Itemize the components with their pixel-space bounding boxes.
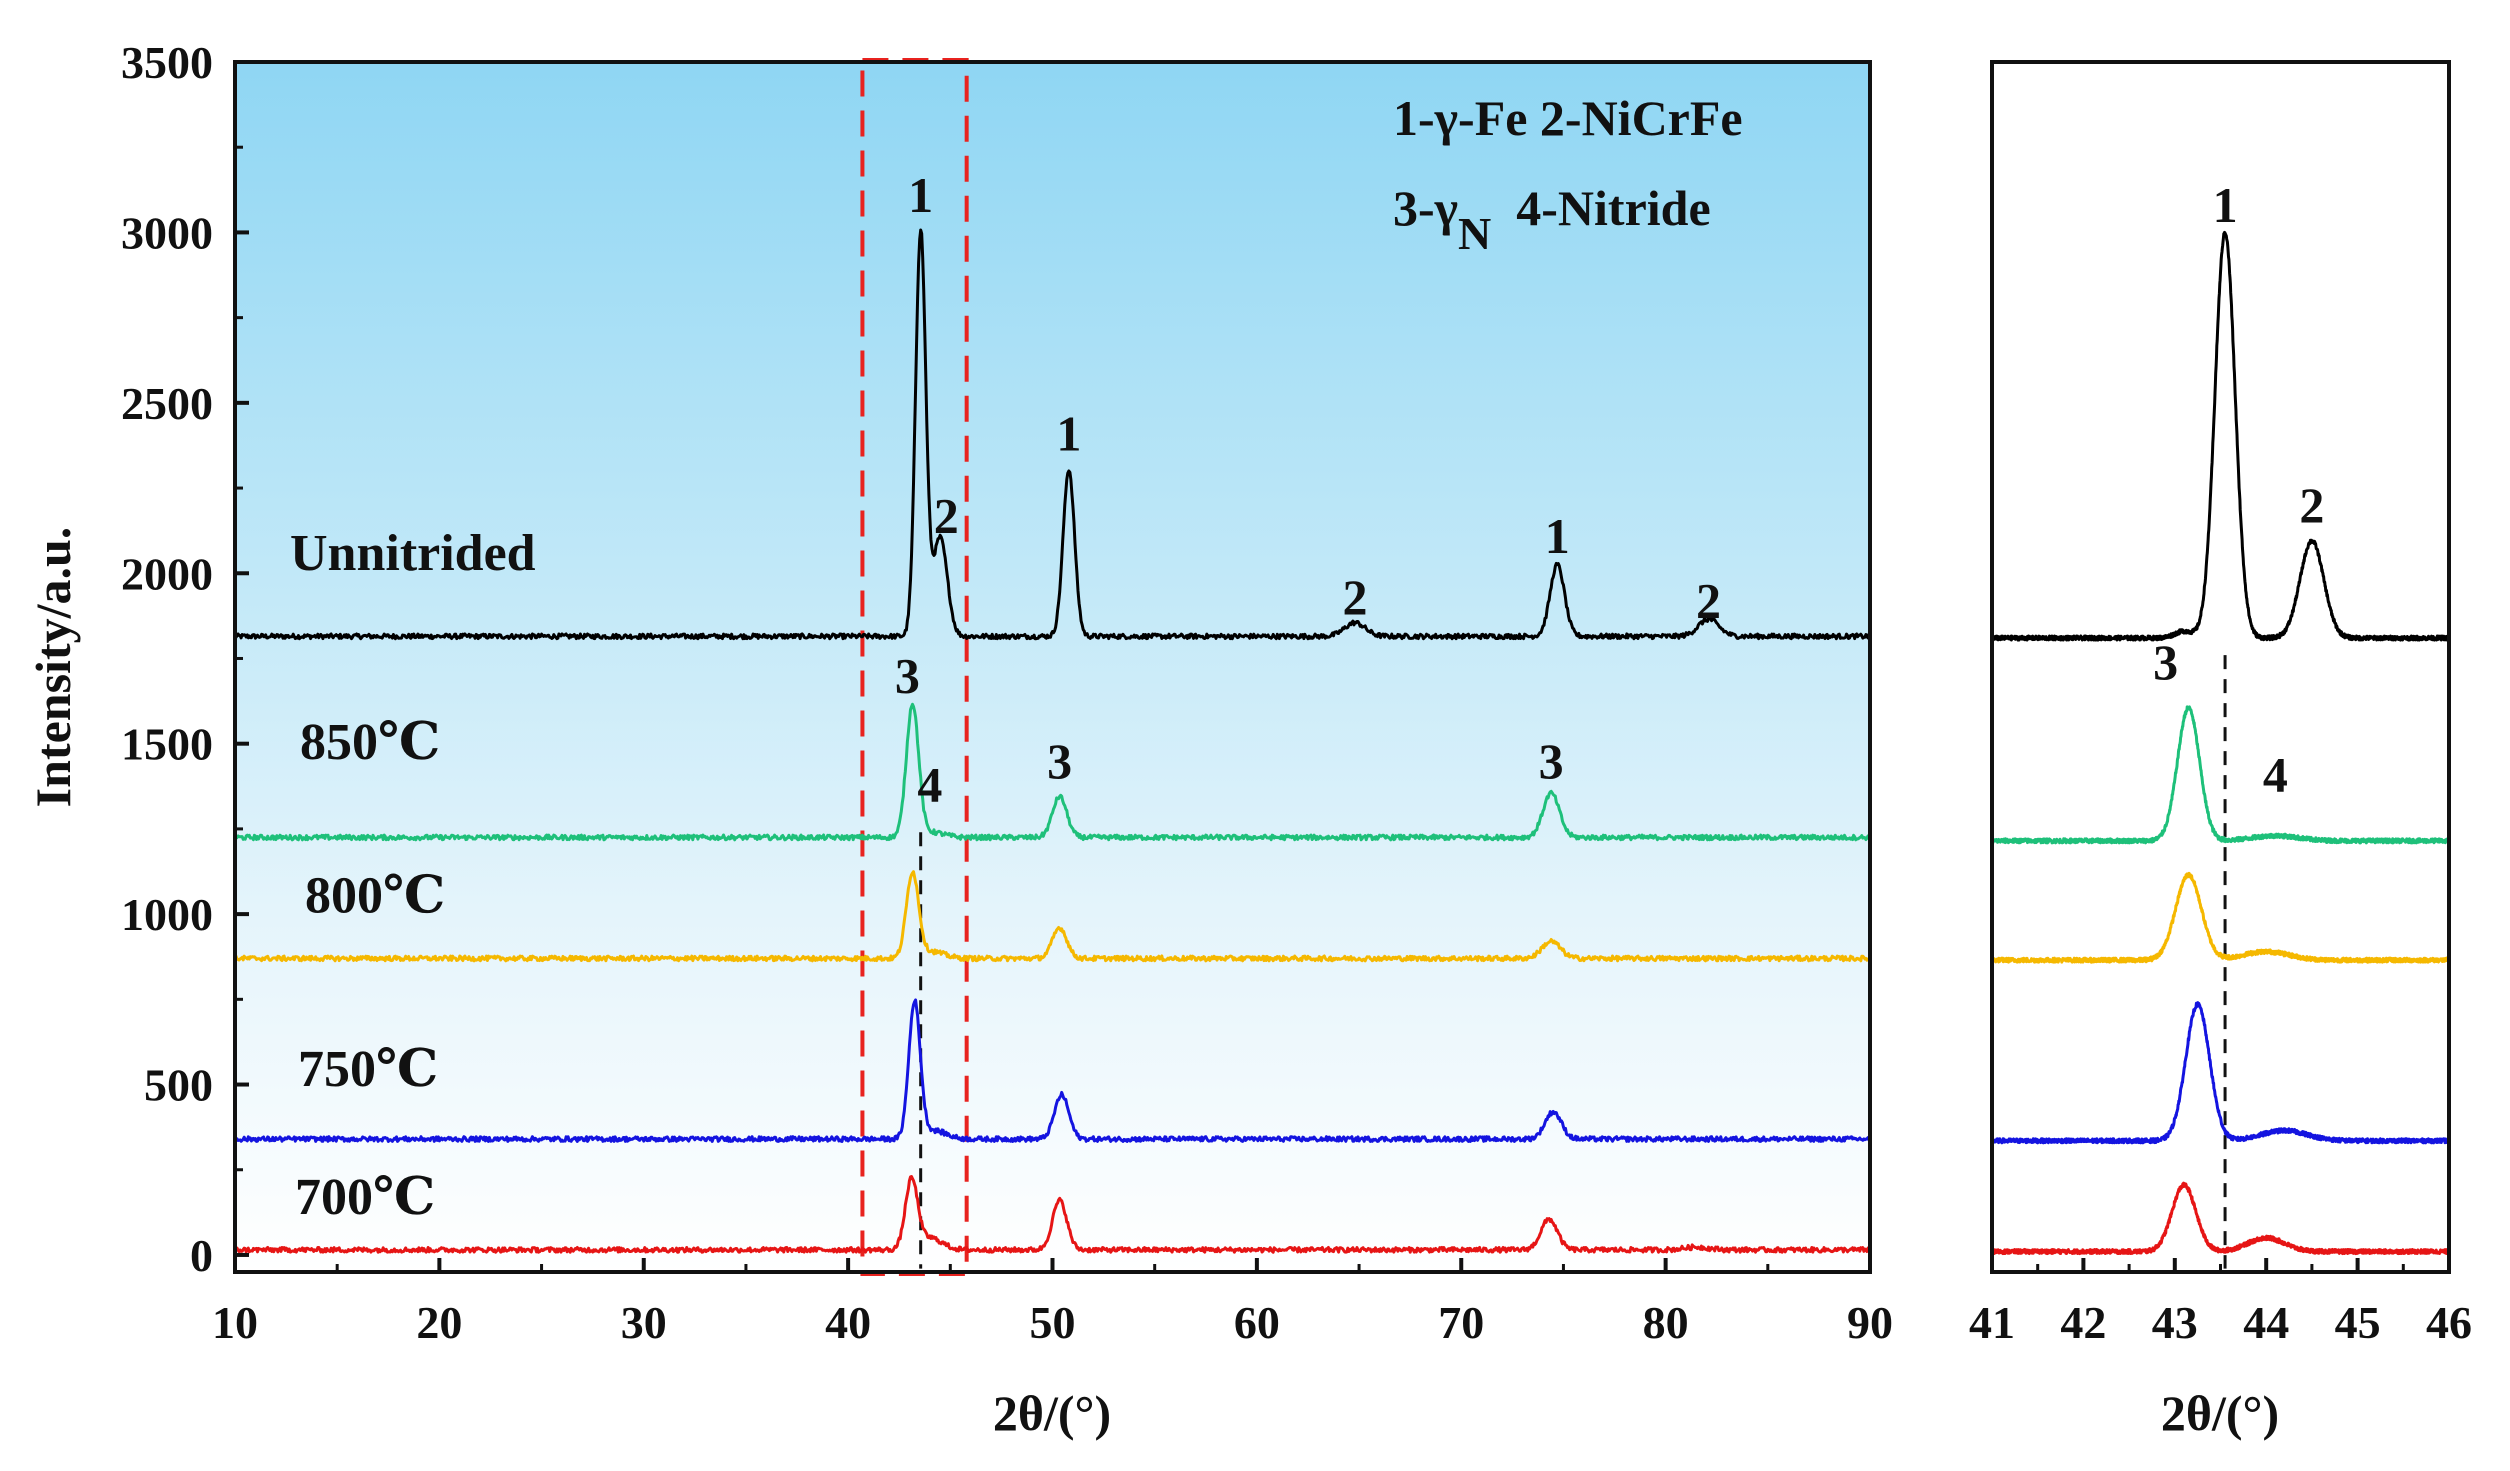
main-panel: 1 2 1 2 1 2 3 4 3 3 10 20 30 40 50 60 70 80 90 0 500 1000 15… [25, 37, 1893, 1441]
main-series-layer [233, 228, 1872, 1254]
zoom-x-axis-title: 2θ/(°) [2161, 1385, 2279, 1441]
main-peak-label-850c-4: 3 [1539, 733, 1564, 789]
main-y-tick-label-3000: 3000 [121, 207, 213, 258]
main-x-axis-title: 2θ/(°) [993, 1385, 1111, 1441]
zoom-series-line-750c [1990, 1001, 2451, 1145]
main-series-line-750c [234, 998, 1872, 1143]
main-peak-label-850c-1: 3 [895, 648, 920, 704]
main-series-line-unnitrided [233, 228, 1872, 641]
zoom-x-tick-label-42: 42 [2060, 1297, 2106, 1348]
main-y-tick-label-3500: 3500 [121, 37, 213, 88]
legend-gamma-n-prefix: 3-γ [1393, 180, 1458, 236]
main-x-tick-label-70: 70 [1438, 1297, 1484, 1348]
zoom-x-tick-label-41: 41 [1969, 1297, 2015, 1348]
main-peak-label-850c-3: 3 [1047, 733, 1072, 789]
main-x-tick-label-40: 40 [825, 1297, 871, 1348]
main-y-tick-label-500: 500 [144, 1060, 213, 1111]
zoom-x-axis: 41 42 43 44 45 46 [1969, 1258, 2472, 1348]
main-series-line-850c [234, 702, 1872, 842]
main-x-axis: 10 20 30 40 50 60 70 80 90 [212, 1258, 1893, 1348]
zoom-x-tick-label-43: 43 [2152, 1297, 2198, 1348]
zoom-series-layer [1990, 230, 2451, 1256]
series-label-800c: 800℃ [305, 867, 445, 924]
main-y-tick-label-1000: 1000 [121, 889, 213, 940]
y-axis-title: Intensity/a.u. [25, 527, 81, 808]
main-peak-label-unnitrided-3: 1 [1056, 406, 1081, 462]
main-x-tick-label-80: 80 [1643, 1297, 1689, 1348]
legend-line-2: 3-γN 4-Nitride [1393, 180, 1711, 259]
main-x-tick-label-30: 30 [621, 1297, 667, 1348]
zoom-peak-labels: 1 2 3 4 [2153, 177, 2324, 802]
main-y-tick-label-2500: 2500 [121, 378, 213, 429]
main-series-line-700c [234, 1175, 1872, 1254]
main-peak-label-850c-2: 4 [917, 757, 942, 813]
main-peak-label-unnitrided-5: 1 [1545, 508, 1570, 564]
main-series-labels: Unnitrided 850℃ 800℃ 750℃ 700℃ [290, 525, 536, 1226]
legend-gamma-n-subscript: N [1458, 208, 1491, 259]
main-peak-labels: 1 2 1 2 1 2 3 4 3 3 [895, 167, 1721, 813]
main-y-axis: 0 500 1000 1500 2000 2500 3000 3500 [121, 37, 249, 1281]
series-label-750c: 750℃ [298, 1041, 438, 1098]
series-label-700c: 700℃ [295, 1169, 435, 1226]
main-peak-label-unnitrided-6: 2 [1696, 573, 1721, 629]
zoom-plot-background [1992, 62, 2449, 1272]
zoom-panel: 1 2 3 4 41 42 43 44 45 46 2θ/(°) [1969, 60, 2472, 1441]
zoom-series-line-850c [1990, 705, 2451, 845]
zoom-peak-label-unnitrided-1: 1 [2213, 177, 2238, 233]
main-x-tick-label-90: 90 [1847, 1297, 1893, 1348]
main-x-tick-label-20: 20 [416, 1297, 462, 1348]
main-y-tick-label-2000: 2000 [121, 548, 213, 599]
main-x-tick-label-10: 10 [212, 1297, 258, 1348]
zoom-series-line-700c [1990, 1181, 2451, 1256]
zoom-x-tick-label-44: 44 [2243, 1297, 2289, 1348]
main-series-line-800c [233, 870, 1872, 963]
zoom-peak-label-850c-2: 4 [2263, 746, 2288, 802]
main-x-tick-label-60: 60 [1234, 1297, 1280, 1348]
main-peak-label-unnitrided-4: 2 [1342, 569, 1367, 625]
zoom-x-tick-label-45: 45 [2335, 1297, 2381, 1348]
main-y-tick-label-0: 0 [190, 1230, 213, 1281]
zoom-peak-label-unnitrided-2: 2 [2299, 477, 2324, 533]
legend-line-1: 1-γ-Fe 2-NiCrFe [1393, 90, 1743, 146]
zoom-series-line-800c [1990, 871, 2451, 964]
main-y-tick-label-1500: 1500 [121, 719, 213, 770]
zoom-peak-label-850c-1: 3 [2153, 634, 2178, 690]
main-x-tick-label-50: 50 [1030, 1297, 1076, 1348]
series-label-unnitrided: Unnitrided [290, 525, 536, 582]
main-plot-background [235, 62, 1870, 1272]
main-peak-label-unnitrided-2: 2 [934, 487, 959, 543]
series-label-850c: 850℃ [300, 714, 440, 771]
legend-nitride: 4-Nitride [1491, 180, 1710, 236]
zoom-series-line-unnitrided [1990, 230, 2451, 642]
main-peak-label-unnitrided-1: 1 [908, 167, 933, 223]
zoom-x-tick-label-46: 46 [2426, 1297, 2472, 1348]
